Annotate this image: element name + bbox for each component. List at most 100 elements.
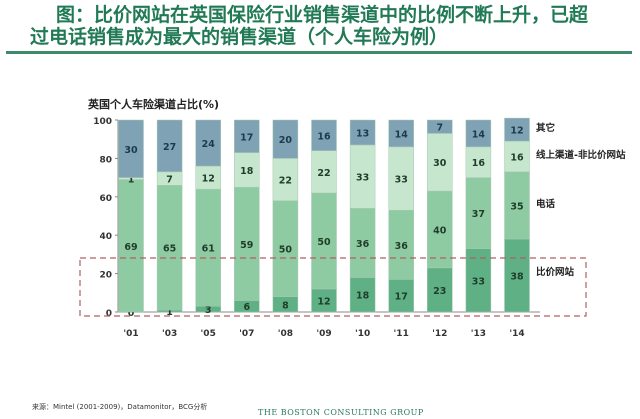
data-label: 12 bbox=[202, 174, 215, 185]
data-label: 7 bbox=[436, 123, 443, 134]
highlight-box bbox=[79, 257, 587, 317]
data-label: 33 bbox=[395, 175, 408, 186]
data-label: 16 bbox=[510, 152, 524, 163]
bar-segment bbox=[388, 209, 414, 280]
x-tick-label: '10 bbox=[355, 329, 370, 339]
x-tick-label: '05 bbox=[201, 329, 216, 339]
data-label: 1 bbox=[166, 307, 173, 318]
data-label: 6 bbox=[243, 302, 250, 313]
data-label: 18 bbox=[240, 166, 254, 177]
data-label: 22 bbox=[279, 176, 292, 187]
bar-segment bbox=[349, 144, 376, 209]
x-tick-label: '11 bbox=[394, 329, 409, 339]
bar-segment bbox=[195, 188, 221, 307]
data-label: 12 bbox=[510, 126, 523, 137]
bar-segment bbox=[156, 185, 183, 311]
legend-label: 其它 bbox=[536, 122, 555, 134]
bar-segment bbox=[349, 277, 376, 313]
x-tick-label: '12 bbox=[432, 329, 447, 339]
legend-label: 电话 bbox=[536, 198, 556, 210]
bar-segment bbox=[234, 186, 260, 301]
bar-segment bbox=[118, 179, 144, 313]
source-note: 来源：Mintel (2001-2009)，Datamonitor，BCG分析 bbox=[32, 403, 208, 411]
data-label: 61 bbox=[202, 244, 215, 255]
data-label: 33 bbox=[472, 276, 485, 287]
bar-segment bbox=[156, 119, 183, 173]
chart-title: 英国个人车险渠道占比(%) bbox=[88, 98, 220, 111]
bar-segment bbox=[504, 238, 530, 313]
bar-segment bbox=[504, 171, 530, 240]
data-label: 13 bbox=[356, 128, 369, 139]
data-label: 3 bbox=[205, 305, 212, 316]
data-label: 27 bbox=[163, 142, 176, 153]
x-tick-label: '09 bbox=[316, 329, 331, 339]
x-tick-label: '14 bbox=[509, 329, 524, 339]
title-divider bbox=[6, 51, 632, 54]
bar-segment bbox=[388, 146, 414, 211]
bar-segment bbox=[272, 158, 299, 201]
data-label: 30 bbox=[124, 145, 138, 156]
bar-segment bbox=[465, 248, 492, 313]
bar-segment bbox=[118, 119, 144, 178]
y-tick-label: 100 bbox=[93, 117, 112, 127]
data-label: 37 bbox=[472, 209, 485, 220]
data-label: 14 bbox=[472, 129, 486, 140]
data-label: 36 bbox=[356, 239, 370, 250]
data-label: 17 bbox=[395, 292, 408, 303]
data-label: 16 bbox=[317, 131, 331, 142]
bar-segment bbox=[234, 119, 260, 153]
bar-segment bbox=[311, 192, 337, 290]
y-tick-label: 0 bbox=[106, 309, 112, 319]
bar-segment bbox=[388, 279, 414, 313]
y-tick-label: 20 bbox=[99, 271, 112, 281]
bar-segment bbox=[349, 119, 376, 146]
x-tick-label: '03 bbox=[162, 329, 177, 339]
data-label: 59 bbox=[240, 240, 253, 251]
y-tick-label: 60 bbox=[99, 194, 112, 204]
x-tick-label: '13 bbox=[471, 329, 486, 339]
data-label: 18 bbox=[356, 291, 370, 302]
bar-segment bbox=[311, 119, 337, 151]
data-label: 50 bbox=[317, 237, 331, 248]
data-label: 16 bbox=[472, 158, 486, 169]
data-label: 30 bbox=[433, 158, 447, 169]
bar-segment bbox=[465, 119, 492, 148]
bar-segment bbox=[234, 152, 260, 188]
bar-segment bbox=[427, 119, 453, 134]
data-label: 33 bbox=[356, 173, 369, 184]
data-label: 69 bbox=[124, 242, 137, 253]
data-label: 0 bbox=[128, 308, 135, 319]
data-label: 17 bbox=[240, 132, 253, 143]
data-label: 38 bbox=[510, 272, 524, 283]
data-label: 20 bbox=[279, 135, 293, 146]
page-title: 图：比价网站在英国保险行业销售渠道中的比例不断上升，已超 过电话销售成为最大的销… bbox=[30, 4, 630, 48]
bar-segment bbox=[427, 190, 453, 269]
data-label: 24 bbox=[202, 139, 216, 150]
data-label: 40 bbox=[433, 225, 447, 236]
bar-segment bbox=[427, 267, 453, 313]
data-label: 8 bbox=[282, 300, 289, 311]
data-label: 65 bbox=[163, 244, 176, 255]
legend-label: 线上渠道-非比价网站 bbox=[536, 149, 626, 161]
y-tick-label: 80 bbox=[99, 155, 112, 165]
data-label: 22 bbox=[317, 168, 330, 179]
bar-segment bbox=[504, 117, 530, 142]
bar-segment bbox=[272, 119, 299, 159]
data-label: 50 bbox=[279, 245, 293, 256]
data-label: 36 bbox=[395, 241, 409, 252]
bar-segment bbox=[195, 119, 221, 167]
legend-label: 比价网站 bbox=[536, 266, 575, 278]
data-label: 12 bbox=[317, 296, 330, 307]
bar-segment bbox=[465, 146, 492, 178]
x-tick-label: '08 bbox=[278, 329, 293, 339]
title-line-2: 过电话销售成为最大的销售渠道（个人车险为例） bbox=[30, 26, 449, 48]
data-label: 7 bbox=[166, 175, 173, 186]
x-tick-label: '07 bbox=[239, 329, 254, 339]
bar-segment bbox=[349, 208, 376, 278]
data-label: 23 bbox=[433, 286, 446, 297]
data-label: 1 bbox=[128, 175, 135, 186]
x-tick-label: '01 bbox=[123, 329, 138, 339]
bcg-logo: THE BOSTON CONSULTING GROUP bbox=[258, 408, 424, 417]
y-tick-label: 40 bbox=[99, 232, 112, 242]
